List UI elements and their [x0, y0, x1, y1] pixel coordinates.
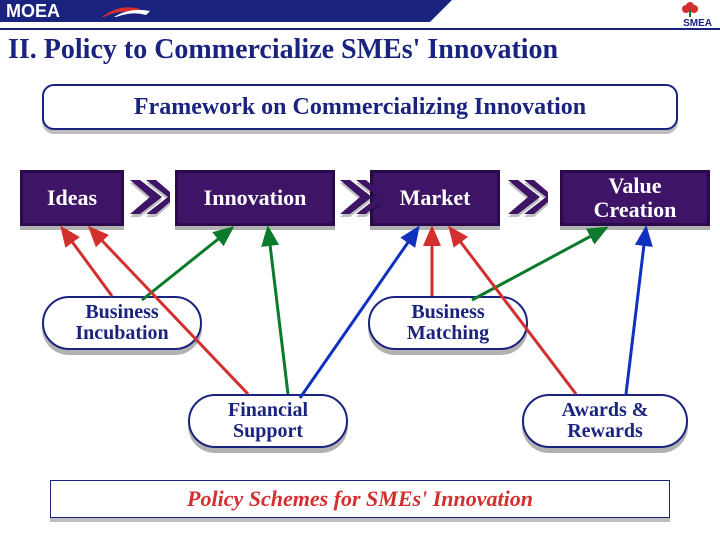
header-rule — [0, 28, 720, 30]
stage-ideas: Ideas — [20, 170, 124, 226]
scheme-financial-support: FinancialSupport — [188, 394, 348, 448]
stage-label: Market — [373, 173, 497, 223]
scheme-awards-rewards: Awards &Rewards — [522, 394, 688, 448]
chevron-icon — [128, 176, 170, 218]
scheme-label: FinancialSupport — [228, 400, 308, 442]
chevron-icon — [338, 176, 380, 218]
scheme-business-matching: BusinessMatching — [368, 296, 528, 350]
scheme-label: BusinessIncubation — [75, 302, 168, 344]
page-title: II. Policy to Commercialize SMEs' Innova… — [8, 34, 712, 66]
chevron-icon — [506, 176, 548, 218]
stage-innovation: Innovation — [175, 170, 335, 226]
wing-icon — [100, 3, 160, 19]
stage-value-creation: ValueCreation — [560, 170, 710, 226]
flower-icon — [680, 2, 700, 18]
stage-market: Market — [370, 170, 500, 226]
arrow-layer — [0, 0, 720, 540]
framework-banner: Framework on Commercializing Innovation — [42, 84, 678, 130]
header-stripe — [0, 0, 430, 22]
stage-label: ValueCreation — [563, 173, 707, 223]
scheme-label: Awards &Rewards — [562, 400, 649, 442]
footer-banner: Policy Schemes for SMEs' Innovation — [50, 480, 670, 518]
stage-label: Ideas — [23, 173, 121, 223]
stage-label: Innovation — [178, 173, 332, 223]
org-left: MOEA — [6, 1, 60, 22]
scheme-business-incubation: BusinessIncubation — [42, 296, 202, 350]
scheme-label: BusinessMatching — [407, 302, 489, 344]
header-bar: MOEA SMEA — [0, 0, 720, 28]
